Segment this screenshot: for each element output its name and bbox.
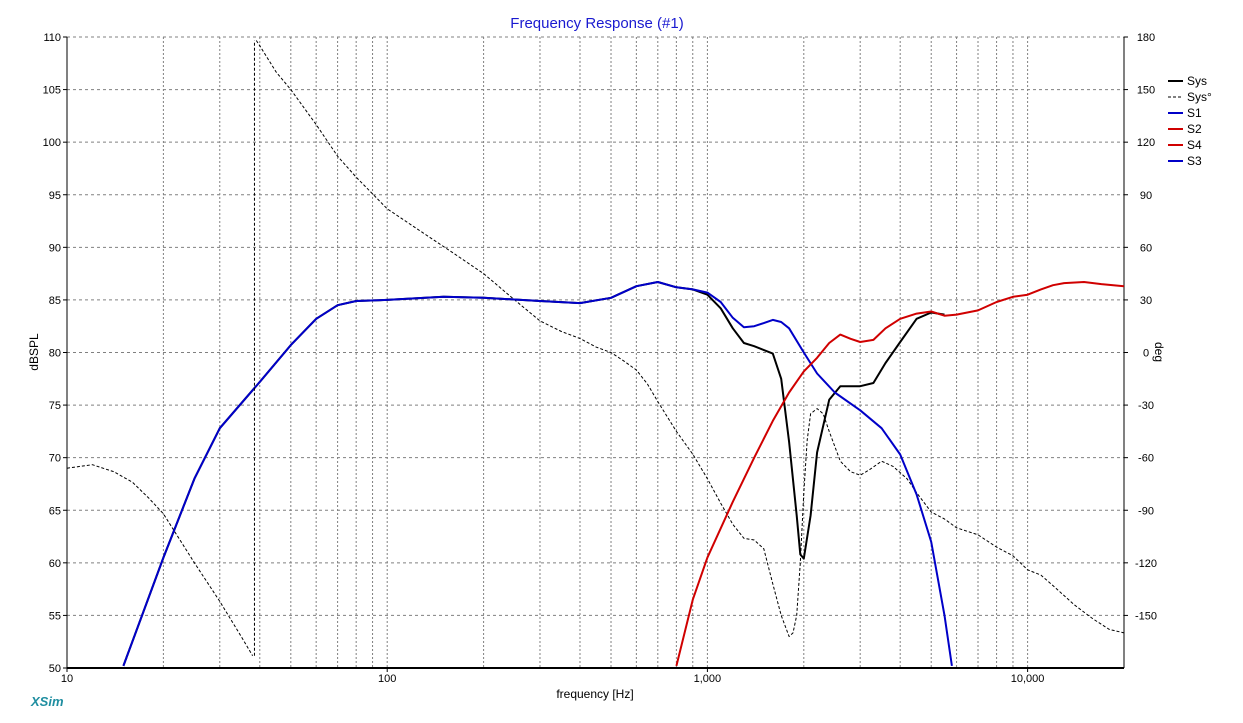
y2-tick-label: -150 (1135, 610, 1157, 622)
x-tick-label: 100 (378, 673, 396, 685)
legend-label: Sys (1187, 74, 1207, 88)
series-layer (66, 40, 1125, 667)
legend: Sys Sys° S1 S2 S4 S3 (1168, 74, 1212, 168)
y-tick-label: 60 (49, 558, 61, 570)
legend-item: S2 (1168, 122, 1202, 136)
legend-item: S4 (1168, 138, 1202, 152)
y2-tick-label: 0 (1143, 348, 1149, 360)
y2-tick-label: -120 (1135, 558, 1157, 570)
x-tick-label: 10 (61, 673, 73, 685)
x-axis-label: frequency [Hz] (556, 687, 633, 701)
x-tick-label: 10,000 (1011, 673, 1045, 685)
y-tick-label: 65 (49, 505, 61, 517)
y2-tick-label: -60 (1138, 453, 1154, 465)
y2-tick-label: 60 (1140, 242, 1152, 254)
y-tick-label: 90 (49, 242, 61, 254)
y-tick-label: 100 (43, 137, 61, 149)
xsim-logo-text: XSim (30, 694, 64, 709)
y-tick-label: 85 (49, 295, 61, 307)
y-tick-label: 110 (43, 32, 61, 44)
y2-tick-label: 30 (1140, 295, 1152, 307)
legend-item: Sys° (1168, 90, 1212, 104)
series-line-sys (66, 464, 254, 656)
legend-item: Sys (1168, 74, 1207, 88)
chart-title: Frequency Response (#1) (510, 15, 683, 32)
y-tick-label: 105 (43, 85, 61, 97)
y2-tick-label: 120 (1137, 137, 1155, 149)
series-line-s2 (675, 281, 1125, 667)
series-line-s1 (122, 281, 953, 667)
grid-layer (66, 36, 1125, 669)
y-tick-label: 95 (49, 190, 61, 202)
legend-label: S3 (1187, 154, 1202, 168)
y-tick-label: 80 (49, 348, 61, 360)
y2-tick-label: -90 (1138, 505, 1154, 517)
y2-tick-label: 180 (1137, 32, 1155, 44)
x-tick-label: 1,000 (694, 673, 722, 685)
y2-tick-label: 90 (1140, 190, 1152, 202)
y-axis-label: dBSPL (27, 333, 41, 371)
legend-item: S3 (1168, 154, 1202, 168)
legend-label: Sys° (1187, 90, 1212, 104)
y-tick-label: 70 (49, 453, 61, 465)
y2-tick-label: 150 (1137, 85, 1155, 97)
series-line-sys (255, 40, 1125, 637)
legend-item: S1 (1168, 106, 1202, 120)
legend-label: S1 (1187, 106, 1202, 120)
y2-tick-label: -30 (1138, 400, 1154, 412)
y-tick-label: 55 (49, 610, 61, 622)
y-tick-label: 75 (49, 400, 61, 412)
legend-label: S4 (1187, 138, 1202, 152)
y2-axis-label: deg (1152, 342, 1166, 362)
series-line-sys (122, 281, 945, 667)
legend-label: S2 (1187, 122, 1202, 136)
y-tick-label: 50 (49, 663, 61, 675)
